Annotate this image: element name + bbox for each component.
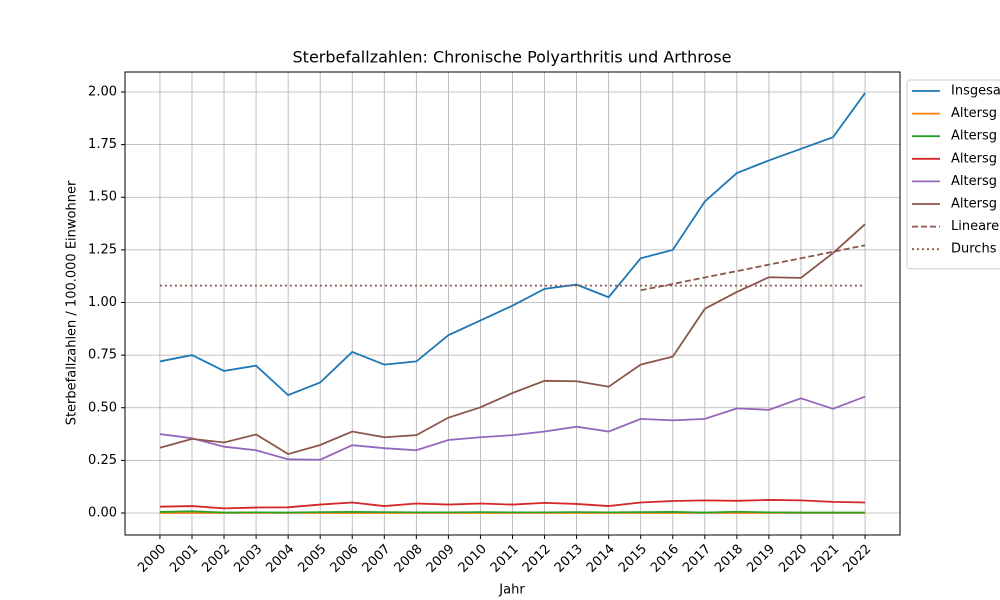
x-tick-label: 2007 [360,542,394,576]
series-line [159,92,866,397]
x-tick-label: 2001 [167,542,201,576]
y-tick-label: 0.75 [88,348,117,363]
x-tick-label: 2018 [712,542,746,576]
x-tick-label: 2022 [840,542,874,576]
x-tick-label: 2015 [616,542,650,576]
x-axis-label: Jahr [498,583,525,598]
x-tick-label: 2016 [648,542,682,576]
legend-box [906,79,1000,270]
x-tick-label: 2019 [744,542,778,576]
y-tick-label: 1.00 [88,295,117,310]
y-tick-label: 0.50 [88,400,117,415]
plot-frame [124,71,901,536]
series-line [159,510,866,514]
y-tick-label: 0.25 [88,453,117,468]
x-tick-label: 2013 [552,542,586,576]
x-tick-label: 2009 [424,542,458,576]
legend-label: Altersg [951,197,997,212]
legend-label: Lineare [951,219,999,234]
x-tick-label: 2012 [520,542,554,576]
x-tick-label: 2010 [456,542,490,576]
x-tick-label: 2011 [488,542,522,576]
x-tick-label: 2021 [808,542,842,576]
series-line [640,244,866,292]
legend-label: Insgesa [951,84,1000,99]
series-line [159,499,866,510]
y-tick-label: 1.25 [88,242,117,257]
x-tick-label: 2005 [295,542,329,576]
x-tick-label: 2004 [263,542,297,576]
x-tick-label: 2003 [231,542,265,576]
y-tick-label: 0.00 [88,506,117,521]
y-tick-label: 2.00 [88,84,117,99]
y-tick-label: 1.75 [88,137,117,152]
x-tick-label: 2020 [776,542,810,576]
legend-label: Durchs [951,242,997,257]
x-tick-label: 2017 [680,542,714,576]
chart-title: Sterbefallzahlen: Chronische Polyarthrit… [293,48,732,67]
legend-label: Altersg [951,174,997,189]
x-tick-label: 2000 [135,542,169,576]
x-tick-label: 2014 [584,542,618,576]
x-tick-label: 2008 [392,542,426,576]
series-line [159,395,866,461]
series-line [159,223,866,456]
legend-label: Altersg [951,106,997,121]
legend-label: Altersg [951,129,997,144]
x-tick-label: 2006 [328,542,362,576]
x-tick-label: 2002 [199,542,233,576]
legend-label: Altersg [951,151,997,166]
y-tick-label: 1.50 [88,190,117,205]
y-axis-label: Sterbefallzahlen / 100.000 Einwohner [65,180,80,425]
